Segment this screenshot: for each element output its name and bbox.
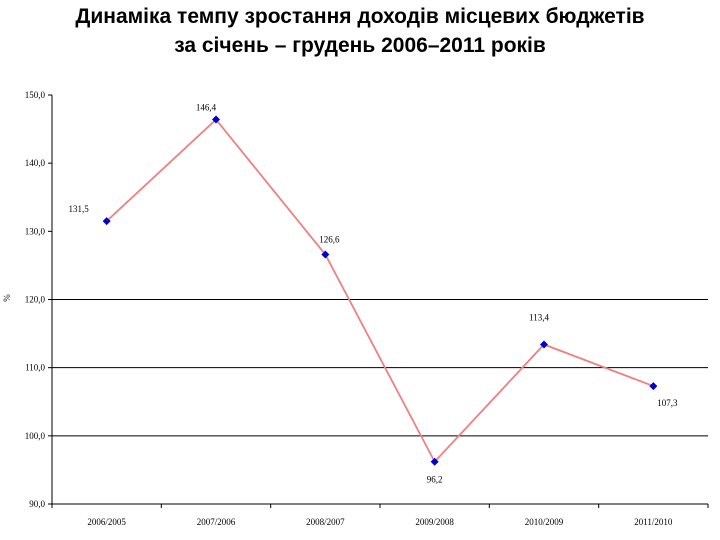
data-point — [430, 457, 439, 466]
y-tick-label: 120,0 — [25, 295, 46, 305]
x-tick-label: 2006/2005 — [87, 517, 126, 527]
y-tick-label: 150,0 — [25, 90, 46, 100]
data-label: 131,5 — [69, 204, 90, 214]
data-point — [649, 382, 658, 391]
chart-title-line1: Динаміка темпу зростання доходів місцеви… — [75, 5, 645, 28]
data-point — [540, 340, 548, 349]
chart-title: Динаміка темпу зростання доходів місцеви… — [0, 2, 720, 60]
data-point — [212, 115, 220, 124]
data-point — [321, 250, 330, 259]
data-label: 113,4 — [529, 312, 549, 322]
y-tick-label: 100,0 — [25, 431, 46, 441]
axis-layer: 90,0 100,0 110,0 120,0 130,0 140,0 150,0 2006/2… — [2, 90, 709, 527]
grid-layer — [52, 299, 708, 437]
x-tick-label: 2007/2006 — [197, 517, 236, 527]
x-tick-label: 2010/2009 — [525, 517, 564, 527]
data-label: 96,2 — [427, 475, 443, 485]
series-layer — [102, 115, 658, 466]
y-tick-label: 130,0 — [25, 226, 46, 236]
y-tick-label: 90,0 — [29, 499, 45, 509]
x-tick-label: 2008/2007 — [306, 517, 345, 527]
y-axis-label: % — [2, 294, 12, 302]
data-label: 146,4 — [196, 103, 217, 113]
data-label: 107,3 — [657, 398, 678, 408]
data-label: 126,6 — [319, 235, 340, 245]
x-tick-label: 2009/2008 — [415, 517, 454, 527]
chart-title-line2: за січень – грудень 2006–2011 років — [174, 34, 546, 57]
data-point — [102, 217, 111, 226]
y-tick-label: 110,0 — [25, 363, 45, 373]
label-layer: 131,5 146,4 126,6 96,2 113,4 107,3 — [69, 103, 678, 485]
y-tick-label: 140,0 — [25, 158, 46, 168]
series-line — [106, 118, 654, 464]
x-tick-label: 2011/2010 — [634, 517, 673, 527]
